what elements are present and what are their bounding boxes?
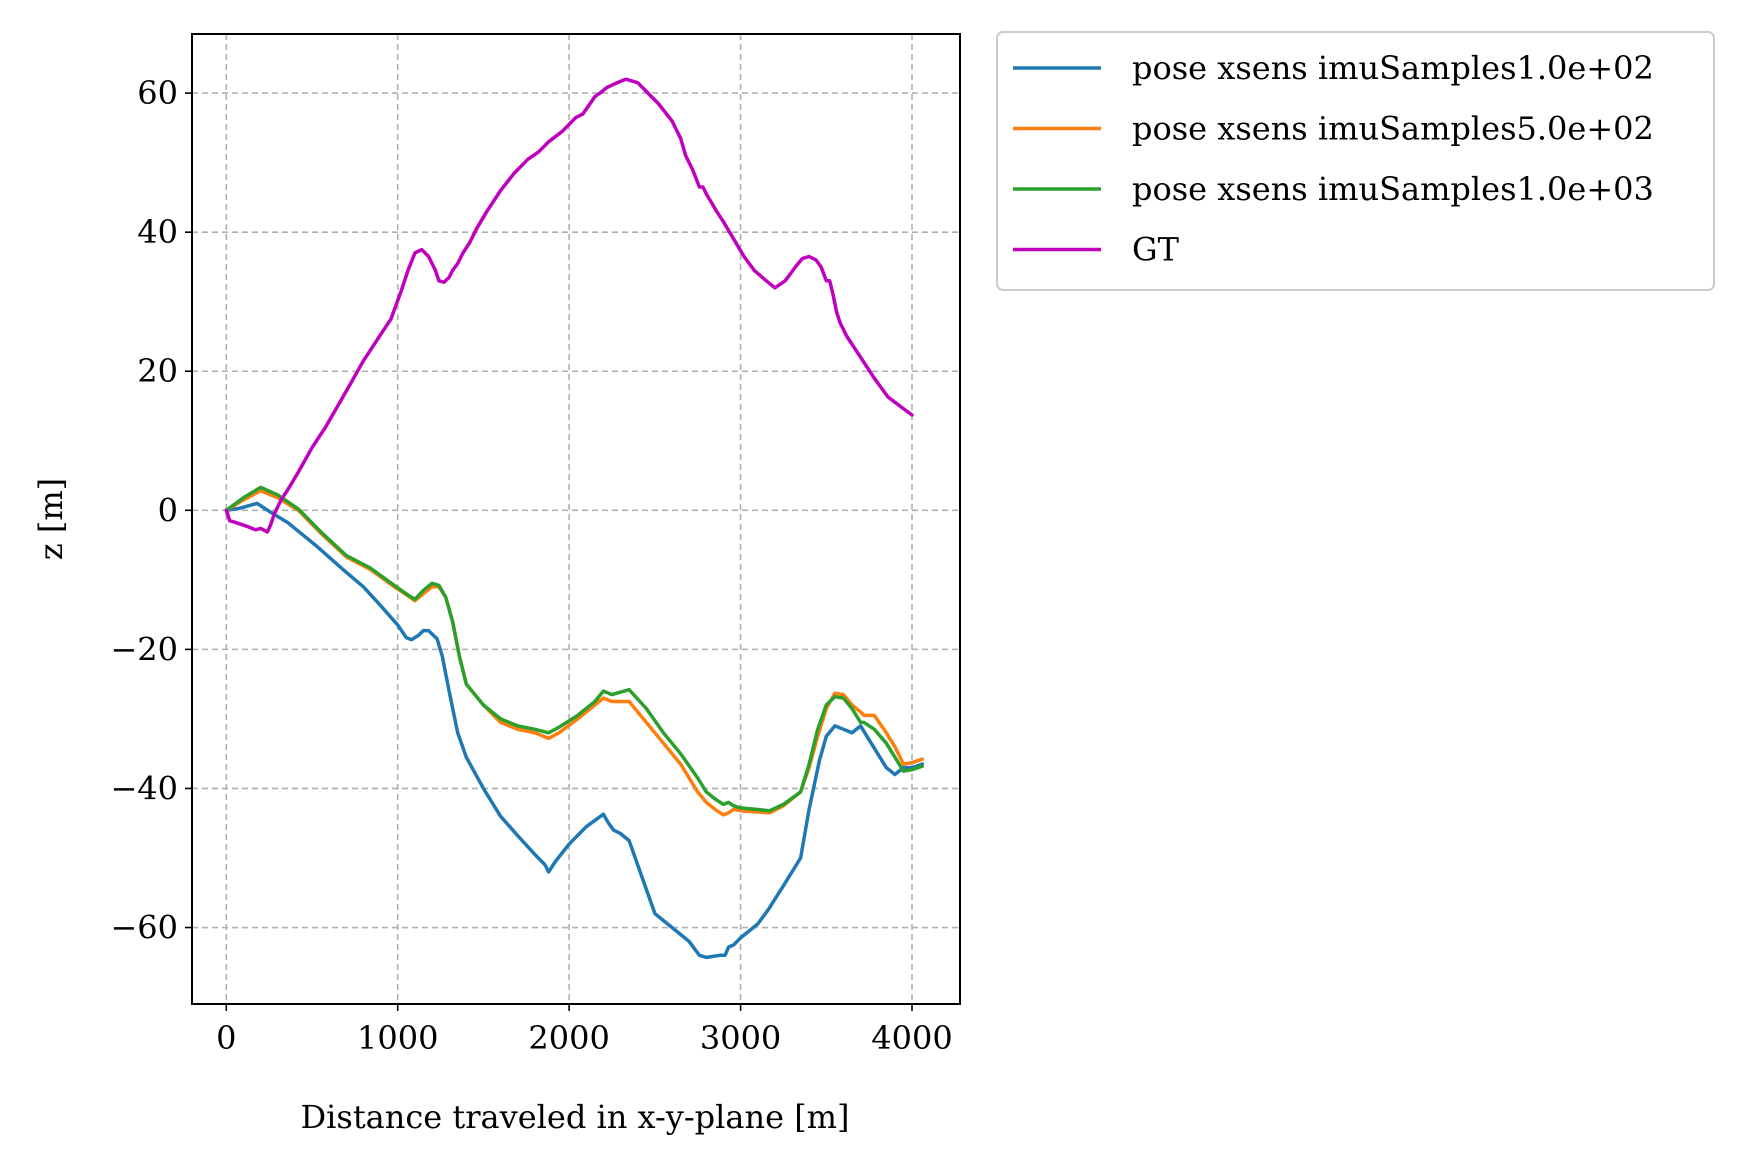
y-tick-label: −20 (110, 630, 178, 668)
y-tick-label: 40 (137, 213, 178, 251)
x-ticks: 0 1000 2000 3000 4000 (216, 1004, 953, 1057)
x-tick-label: 4000 (871, 1019, 952, 1057)
x-tick-label: 0 (216, 1019, 236, 1057)
legend: pose xsens imuSamples1.0e+02 pose xsens i… (996, 31, 1715, 291)
series-line-4 (224, 77, 914, 534)
series-line-1 (224, 501, 925, 960)
legend-label-1: pose xsens imuSamples1.0e+02 (1132, 49, 1654, 87)
y-tick-label: 60 (137, 74, 178, 112)
y-tick-label: 0 (158, 491, 178, 529)
x-tick-label: 1000 (357, 1019, 438, 1057)
series-line-3 (224, 485, 925, 813)
y-ticks: −60 −40 −20 0 20 40 60 (110, 74, 192, 947)
y-tick-label: −40 (110, 769, 178, 807)
legend-label-3: pose xsens imuSamples1.0e+03 (1132, 170, 1654, 208)
x-tick-label: 2000 (528, 1019, 609, 1057)
y-axis-label: z [m] (32, 478, 70, 560)
x-tick-label: 3000 (700, 1019, 781, 1057)
legend-label-2: pose xsens imuSamples5.0e+02 (1132, 110, 1654, 148)
plot-frame (191, 33, 961, 1005)
y-tick-label: −60 (110, 909, 178, 947)
y-tick-label: 20 (137, 352, 178, 390)
plot-lines (224, 77, 925, 960)
legend-label-4: GT (1132, 231, 1180, 269)
legend-frame (996, 31, 1715, 291)
x-axis-label: Distance traveled in x-y-plane [m] (301, 1098, 850, 1136)
grid (192, 34, 960, 1004)
